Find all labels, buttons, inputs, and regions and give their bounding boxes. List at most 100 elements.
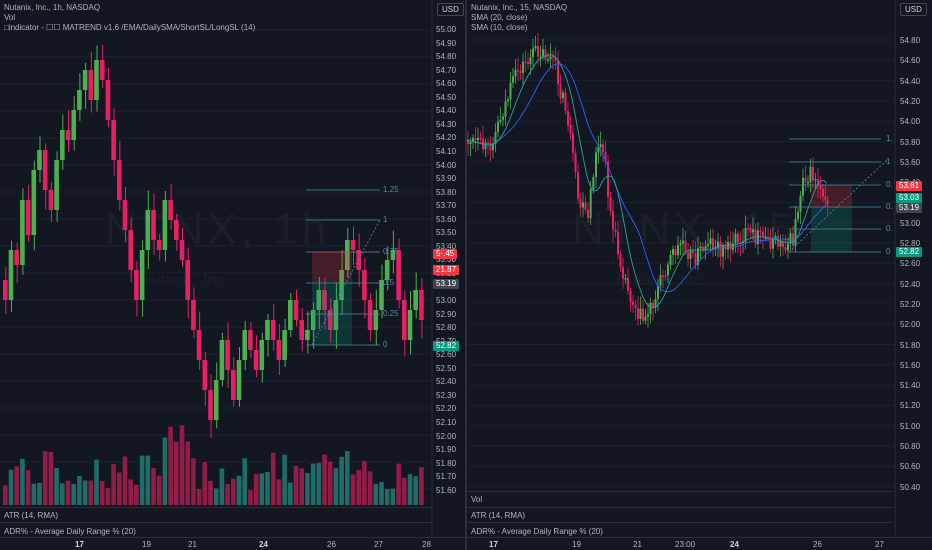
- candle-body: [657, 285, 659, 299]
- left-legend-indicator[interactable]: □indicator - ☐☐ MATREND v1.6 /EMA/DailyS…: [4, 23, 256, 32]
- left-atr-label[interactable]: ATR (14, RMA): [4, 511, 59, 520]
- candle-body: [652, 302, 654, 308]
- volume-bar: [60, 483, 65, 505]
- candle-body: [8, 250, 14, 300]
- candle-body: [539, 56, 542, 59]
- volume-bar: [94, 459, 99, 505]
- candle-body: [20, 200, 25, 265]
- volume-bar: [339, 456, 344, 505]
- left-currency-button[interactable]: USD: [437, 3, 464, 16]
- volume-bar: [48, 451, 54, 505]
- candle-body: [25, 200, 31, 235]
- time-tick-label: 24: [730, 540, 739, 549]
- candle-body: [31, 170, 37, 235]
- price-tick-label: 54.00: [900, 117, 921, 127]
- candle-body: [702, 246, 704, 250]
- candle-body: [504, 101, 507, 117]
- candle-body: [547, 59, 549, 62]
- fib-level-label: 1.25: [383, 185, 399, 194]
- volume-bar: [236, 475, 242, 505]
- pane-divider[interactable]: [465, 0, 467, 550]
- left-legend-symbol[interactable]: Nutanix, Inc., 1h, NASDAQ: [4, 3, 101, 12]
- candle-body: [339, 270, 344, 300]
- candle-body: [419, 290, 424, 320]
- right-legend-symbol[interactable]: Nutanix, Inc., 15, NASDAQ: [471, 3, 568, 12]
- price-tick-label: 54.80: [900, 36, 921, 45]
- price-tick-label: 53.60: [436, 214, 457, 224]
- candle-body: [744, 227, 747, 242]
- candle-body: [99, 60, 105, 80]
- candle-body: [467, 140, 469, 145]
- candle-body: [704, 246, 707, 250]
- fib-level-label: 0: [886, 247, 891, 256]
- right-currency-button[interactable]: USD: [900, 3, 927, 16]
- volume-bar: [185, 441, 190, 505]
- right-price-tag-red: 53.61: [896, 181, 923, 191]
- take-profit-zone: [312, 282, 352, 345]
- volume-bar: [362, 461, 367, 505]
- candle-body: [584, 202, 587, 210]
- left-price-tag-red: 5·.45: [433, 249, 458, 259]
- volume-bar: [20, 458, 25, 505]
- candle-body: [191, 300, 196, 330]
- time-tick-label: 21: [633, 540, 642, 549]
- candle-body: [479, 137, 482, 140]
- candle-body: [242, 330, 247, 360]
- candle-body: [709, 238, 712, 245]
- candle-body: [607, 161, 609, 197]
- candle-body: [644, 316, 647, 321]
- right-legend-sma10[interactable]: SMA (10, close): [471, 23, 528, 32]
- candle-body: [37, 150, 42, 170]
- candle-body: [624, 278, 627, 280]
- volume-bar: [65, 480, 71, 505]
- price-tick-label: 53.80: [436, 187, 457, 197]
- candle-body: [499, 119, 502, 122]
- volume-bar: [105, 488, 111, 505]
- candle-body: [253, 350, 259, 370]
- volume-bar: [350, 474, 356, 505]
- right-adr-label[interactable]: ADR% - Average Daily Range % (20): [471, 527, 603, 536]
- candle-body: [519, 70, 522, 73]
- candle-body: [694, 253, 697, 265]
- candle-body: [282, 330, 287, 360]
- candle-body: [179, 240, 185, 260]
- candle-body: [722, 246, 724, 257]
- candle-body: [609, 196, 612, 212]
- price-tick-label: 52.40: [900, 279, 921, 289]
- right-vol-label[interactable]: Vol: [471, 495, 483, 504]
- left-legend-volume[interactable]: Vol: [4, 13, 16, 22]
- price-tick-label: 54.90: [436, 38, 457, 48]
- volume-bar: [305, 473, 310, 505]
- fib-level-label: 0.5: [383, 278, 395, 287]
- candle-body: [270, 320, 276, 340]
- volume-bar: [151, 467, 156, 505]
- candle-body: [574, 152, 577, 173]
- right-atr-label[interactable]: ATR (14, RMA): [471, 511, 526, 520]
- right-chart-pane[interactable]: NTNX, 15 Nutanix, Inc. Nutanix, Inc., 15…: [467, 0, 932, 550]
- candle-body: [819, 185, 822, 189]
- price-tick-label: 52.80: [900, 239, 921, 248]
- left-chart-pane[interactable]: NTNX, 1h Nutanix, Inc. Nutanix, Inc., 1h…: [0, 0, 465, 550]
- candle-body: [779, 241, 782, 247]
- left-adr-label[interactable]: ADR% - Average Daily Range % (20): [4, 527, 136, 536]
- volume-bar: [196, 489, 202, 505]
- left-candlestick-chart[interactable]: [0, 0, 465, 550]
- candle-body: [717, 241, 719, 248]
- price-tick-label: 50.60: [900, 462, 921, 472]
- volume-bar: [327, 461, 333, 505]
- candle-body: [659, 275, 662, 286]
- price-tick-label: 51.20: [900, 401, 921, 411]
- candle-body: [727, 241, 729, 250]
- candle-body: [824, 196, 827, 200]
- candle-body: [356, 250, 361, 270]
- candle-body: [817, 179, 819, 186]
- candle-body: [737, 233, 739, 243]
- time-tick-label: 17: [75, 540, 84, 549]
- right-legend-sma20[interactable]: SMA (20, close): [471, 13, 528, 22]
- candle-body: [122, 200, 128, 230]
- candle-body: [572, 133, 574, 153]
- candle-body: [589, 189, 592, 219]
- right-candlestick-chart[interactable]: [467, 0, 932, 550]
- volume-bar: [379, 481, 384, 505]
- candle-body: [299, 320, 304, 340]
